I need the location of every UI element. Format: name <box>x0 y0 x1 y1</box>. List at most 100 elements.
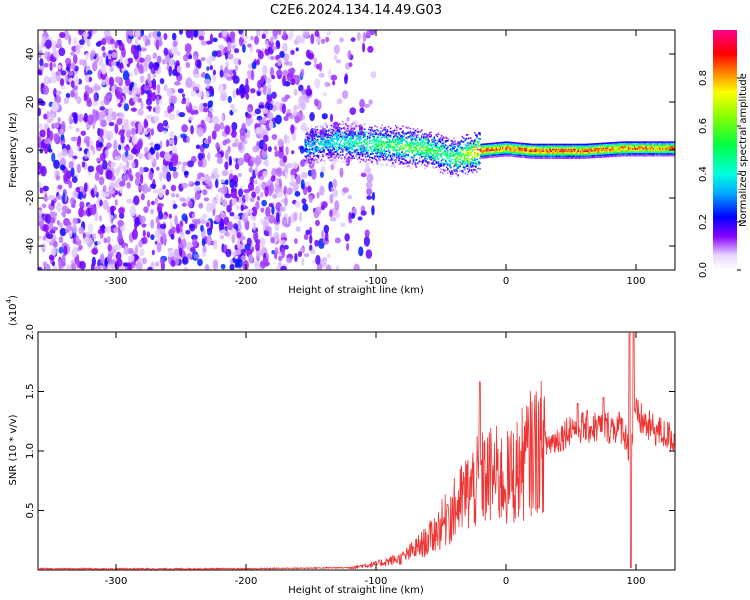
noise-cell <box>167 109 172 114</box>
ridge-cell <box>310 133 313 136</box>
ridge-cell <box>549 157 552 159</box>
ridge-cell <box>337 146 340 149</box>
ridge-cell <box>352 132 354 134</box>
ridge-cell <box>524 149 527 152</box>
ridge-cell <box>498 142 501 144</box>
noise-cell <box>228 155 232 166</box>
ridge-cell <box>486 151 489 154</box>
ridge-cell <box>522 154 525 157</box>
ridge-cell <box>347 125 349 127</box>
ridge-cell <box>539 150 542 153</box>
noise-cell <box>302 186 308 196</box>
ridge-cell <box>508 149 510 152</box>
ridge-cell <box>402 125 404 128</box>
noise-cell <box>365 162 370 172</box>
ridge-cell <box>402 163 404 165</box>
ridge-cell <box>388 141 391 144</box>
noise-cell <box>301 198 307 204</box>
ridge-cell <box>558 157 560 159</box>
ridge-cell <box>335 136 338 139</box>
noise-cell <box>92 61 98 72</box>
ridge-cell <box>439 145 442 148</box>
ridge-cell <box>401 134 403 137</box>
ridge-cell <box>477 148 479 151</box>
noise-cell <box>318 72 325 78</box>
noise-cell <box>215 50 223 58</box>
ridge-cell <box>390 157 393 160</box>
noise-cell <box>319 185 325 196</box>
ridge-cell <box>346 159 348 161</box>
ridge-cell <box>569 157 572 159</box>
noise-cell <box>270 36 274 44</box>
ridge-cell <box>561 152 563 154</box>
ridge-cell <box>402 147 404 150</box>
ridge-cell <box>439 171 442 174</box>
ridge-cell <box>380 140 383 143</box>
ridge-cell <box>377 148 379 151</box>
ridge-cell <box>558 148 560 151</box>
ridge-cell <box>439 140 442 143</box>
ridge-cell <box>330 124 333 127</box>
ridge-cell <box>350 125 352 128</box>
noise-cell <box>356 31 361 41</box>
ridge-cell <box>308 152 311 155</box>
ridge-cell <box>415 152 418 155</box>
noise-cell <box>104 225 112 234</box>
ridge-cell <box>352 154 354 157</box>
noise-cell <box>340 222 346 228</box>
noise-cell <box>295 201 301 208</box>
ridge-cell <box>409 162 412 164</box>
ridge-cell <box>469 148 472 150</box>
ridge-cell <box>557 148 559 151</box>
noise-cell <box>234 48 240 54</box>
ridge-cell <box>434 139 437 142</box>
noise-cell <box>188 116 194 121</box>
ridge-cell <box>430 135 432 138</box>
ridge-cell <box>313 141 316 144</box>
noise-cell <box>294 252 298 262</box>
ridge-cell <box>425 159 427 162</box>
ridge-cell <box>452 154 454 156</box>
noise-cell <box>56 175 60 181</box>
ridge-cell <box>425 138 427 141</box>
ridge-cell <box>380 142 383 145</box>
ridge-cell <box>494 150 497 153</box>
noise-cell <box>161 164 167 173</box>
ridge-cell <box>516 155 519 158</box>
ridge-cell <box>397 142 399 145</box>
ridge-cell <box>360 144 363 147</box>
ridge-cell <box>491 149 494 151</box>
ridge-cell <box>428 143 430 146</box>
noise-cell <box>130 128 137 136</box>
ridge-cell <box>572 150 575 153</box>
ridge-cell <box>458 155 461 158</box>
ridge-cell <box>359 131 362 134</box>
ridge-cell <box>427 153 429 155</box>
ridge-cell <box>572 145 575 148</box>
ridge-cell <box>417 152 420 154</box>
ridge-cell <box>562 153 565 156</box>
noise-cell <box>57 64 62 70</box>
ridge-cell <box>335 133 338 135</box>
ridge-cell <box>379 134 381 136</box>
noise-cell <box>283 133 288 143</box>
ridge-cell <box>465 146 468 149</box>
ridge-cell <box>327 157 329 160</box>
noise-cell <box>243 34 249 40</box>
ridge-cell <box>569 150 572 153</box>
ridge-cell <box>482 145 484 147</box>
ridge-cell <box>399 133 401 136</box>
noise-cell <box>221 169 229 177</box>
noise-cell <box>118 144 122 151</box>
ridge-cell <box>406 141 409 144</box>
noise-cell <box>219 195 224 204</box>
ridge-cell <box>556 153 558 156</box>
ridge-cell <box>368 139 371 142</box>
ridge-cell <box>562 152 565 154</box>
noise-cell <box>249 176 254 186</box>
ridge-cell <box>459 146 462 148</box>
ridge-cell <box>382 142 385 144</box>
ridge-cell <box>466 142 469 144</box>
ridge-cell <box>405 140 407 143</box>
ridge-cell <box>335 155 338 158</box>
